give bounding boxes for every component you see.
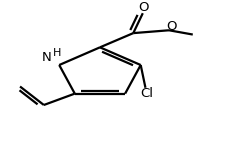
Text: O: O [139, 1, 149, 14]
Text: O: O [166, 20, 177, 33]
Text: N: N [41, 51, 51, 64]
Text: Cl: Cl [140, 87, 153, 100]
Text: H: H [53, 48, 61, 58]
